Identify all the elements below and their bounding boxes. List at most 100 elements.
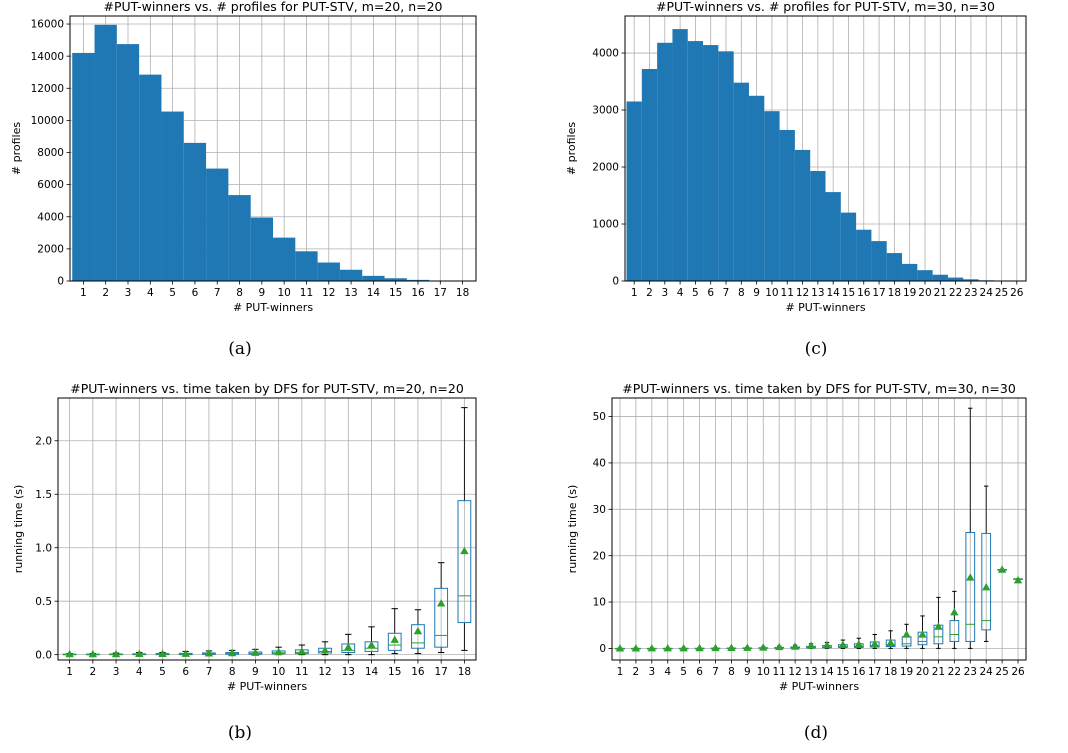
x-tick-label: 10: [277, 287, 290, 299]
box-plot: [997, 565, 1007, 573]
x-tick-label: 4: [677, 287, 684, 299]
x-tick-label: 5: [692, 287, 699, 299]
y-tick-label: 16000: [31, 19, 64, 31]
bar: [733, 82, 749, 281]
bar: [626, 101, 642, 281]
x-tick-label: 17: [434, 287, 447, 299]
x-tick-label: 14: [367, 287, 381, 299]
mean-marker: [950, 608, 959, 616]
x-tick-label: 9: [252, 666, 259, 678]
bar: [718, 51, 734, 282]
y-tick-label: 4000: [592, 48, 619, 60]
x-tick-label: 19: [900, 666, 913, 678]
x-tick-label: 16: [411, 287, 425, 299]
x-tick-label: 17: [868, 666, 881, 678]
bar: [362, 275, 385, 281]
box-plot: [917, 615, 928, 649]
bar: [139, 74, 162, 281]
x-ticks: 1 2 3 4 5 6 7 8 9 10 11 12 13 14 15 16 17 18: [80, 281, 469, 299]
mean-marker: [320, 646, 330, 654]
x-tick-label: 6: [696, 666, 703, 678]
x-ticks: 1 2 3 4 5 6 7 8 9 10 11 12 13 14 15 16 17 18 19 20 21 22 23 24 2…: [631, 281, 1024, 299]
figure-caption: (d): [804, 723, 828, 743]
x-tick-label: 23: [964, 666, 977, 678]
mean-marker: [663, 644, 672, 652]
y-tick-label: 20: [593, 550, 606, 562]
bar: [657, 42, 673, 282]
x-tick-label: 13: [804, 666, 817, 678]
x-tick-label: 13: [811, 287, 824, 299]
bar: [116, 44, 140, 281]
y-tick-label: 1000: [592, 219, 619, 231]
y-tick-label: 0: [57, 276, 64, 288]
x-tick-label: 24: [980, 666, 994, 678]
mean-marker: [806, 641, 816, 649]
x-tick-label: 23: [964, 287, 977, 299]
x-tick-label: 11: [773, 666, 786, 678]
x-tick-label: 10: [272, 666, 285, 678]
mean-marker: [135, 649, 144, 658]
x-tick-label: 5: [159, 666, 166, 678]
bar: [72, 52, 95, 281]
figure-caption: (b): [228, 723, 252, 743]
box-plot: [774, 642, 785, 651]
mean-marker: [886, 638, 895, 646]
box-plot: [806, 641, 816, 649]
box-plot: [318, 641, 332, 656]
y-tick-label: 2.0: [35, 435, 52, 447]
x-tick-label: 10: [757, 666, 770, 678]
box-plot: [726, 643, 737, 652]
box-plot: [965, 407, 976, 649]
box-plot: [869, 633, 880, 649]
box-plot: [790, 642, 800, 650]
y-tick-label: 2000: [37, 243, 64, 255]
x-tick-label: 21: [934, 287, 947, 299]
x-tick-label: 26: [1011, 666, 1025, 678]
bar: [779, 129, 795, 281]
x-tick-label: 11: [300, 287, 313, 299]
bar: [641, 69, 658, 281]
x-tick-label: 12: [322, 287, 335, 299]
box-series: [615, 407, 1023, 652]
x-tick-label: 3: [113, 666, 120, 678]
box-plot: [248, 648, 263, 656]
bar: [687, 41, 704, 281]
bar: [273, 237, 296, 281]
x-axis-label: # PUT-winners: [227, 680, 307, 693]
x-tick-label: 8: [728, 666, 735, 678]
box-plot: [646, 644, 657, 652]
mean-marker: [615, 644, 625, 652]
mean-marker: [981, 582, 991, 591]
x-tick-label: 4: [136, 666, 143, 678]
box-plot: [387, 608, 402, 655]
x-tick-label: 3: [661, 287, 668, 299]
box: [981, 532, 992, 631]
x-tick-label: 11: [781, 287, 794, 299]
x-tick-label: 15: [836, 666, 849, 678]
y-ticks: 0 1000 2000 3000 4000: [592, 48, 625, 288]
x-tick-label: 7: [206, 666, 213, 678]
box-plot: [853, 637, 864, 649]
x-tick-label: 22: [948, 666, 961, 678]
x-tick-label: 16: [857, 287, 871, 299]
x-tick-label: 3: [648, 666, 655, 678]
box-plot: [822, 640, 832, 649]
box: [387, 632, 402, 651]
x-tick-label: 17: [434, 666, 447, 678]
mean-marker: [436, 599, 446, 607]
mean-marker: [918, 630, 927, 638]
box-plot: [178, 649, 193, 657]
chart-panel-c: #PUT-winners vs. # profiles for PUT-STV,…: [565, 0, 1027, 359]
bar: [672, 29, 688, 281]
mean-marker: [997, 565, 1007, 573]
mean-marker: [838, 640, 848, 648]
bar: [886, 253, 903, 281]
mean-marker: [111, 649, 121, 658]
mean-marker: [854, 640, 864, 648]
x-tick-label: 1: [617, 666, 624, 678]
mean-marker: [727, 643, 736, 652]
y-tick-label: 2000: [592, 162, 619, 174]
box-plot: [434, 562, 449, 654]
box-plot: [85, 649, 100, 658]
box-plot: [364, 626, 379, 656]
